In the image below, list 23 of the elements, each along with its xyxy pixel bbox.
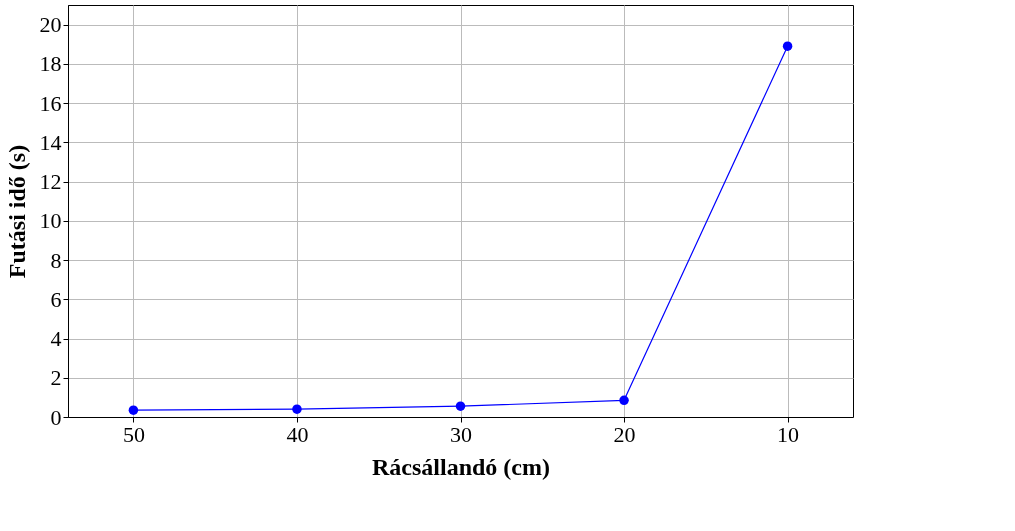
y-tick-label: 0 xyxy=(50,404,62,430)
y-tick-label: 20 xyxy=(39,12,62,38)
x-tick-label: 20 xyxy=(613,421,636,447)
y-tick-label: 16 xyxy=(39,90,62,116)
y-tick-label: 10 xyxy=(39,208,62,234)
point xyxy=(782,41,793,51)
y-tick-label: 12 xyxy=(39,169,62,195)
point xyxy=(292,404,302,414)
y-tick-label: 6 xyxy=(50,286,62,312)
x-tick-label: 40 xyxy=(286,421,309,447)
x-tick-label: 10 xyxy=(777,421,800,447)
point xyxy=(619,395,629,406)
point xyxy=(455,401,466,411)
y-tick-label: 4 xyxy=(50,326,62,352)
y-axis-title: Futási idő (s) xyxy=(3,144,30,279)
y-tick-label: 8 xyxy=(50,247,62,273)
y-tick-label: 2 xyxy=(50,365,62,391)
x-tick-label: 30 xyxy=(450,421,472,447)
point xyxy=(128,405,139,415)
x-tick-label: 50 xyxy=(122,421,145,447)
x-axis-title: Rácsállandó (cm) xyxy=(372,453,550,480)
y-tick-label: 14 xyxy=(39,129,62,155)
y-tick-label: 18 xyxy=(39,51,62,77)
